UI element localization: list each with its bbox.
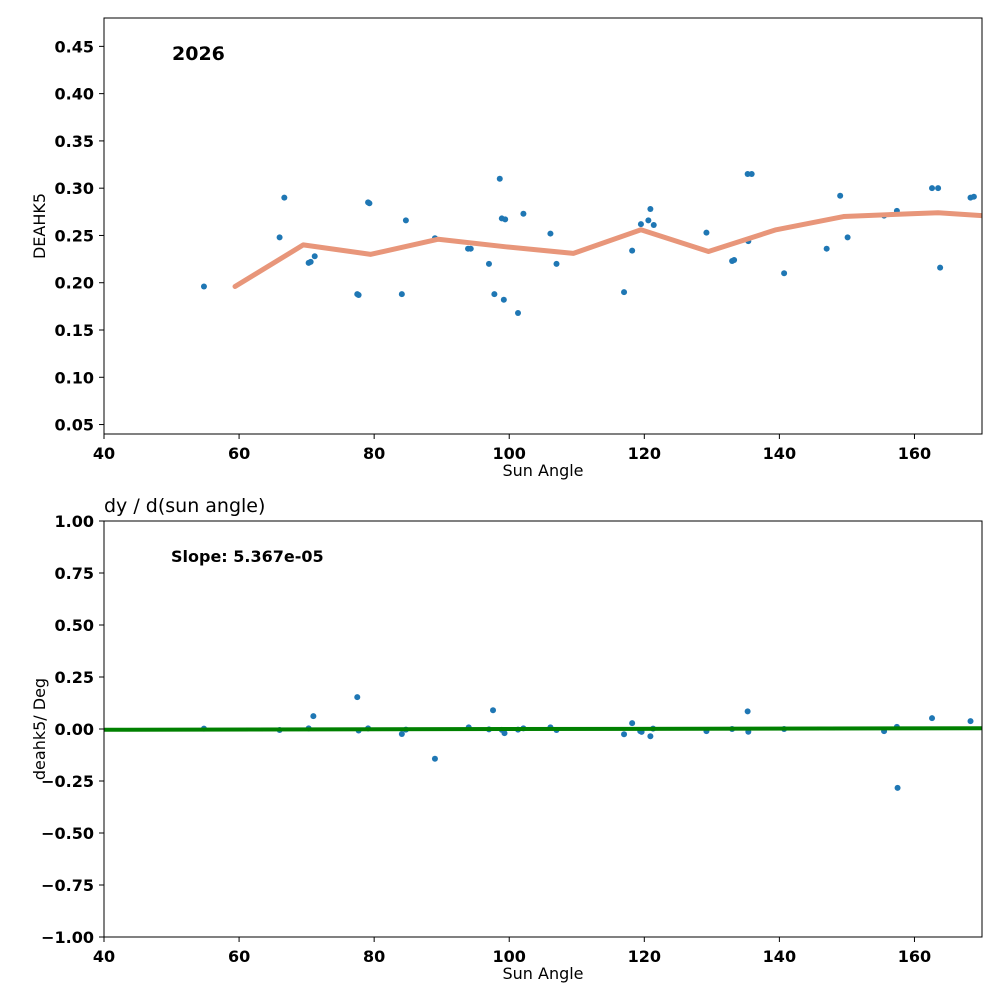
data-point — [310, 713, 317, 720]
data-point — [823, 245, 830, 252]
data-point — [967, 718, 974, 725]
plot-area — [104, 694, 982, 791]
axes-frame — [103, 17, 983, 435]
x-tick-label: 100 — [493, 444, 526, 463]
x-tick-label: 140 — [763, 947, 796, 966]
plot-area — [200, 171, 982, 316]
data-point — [731, 257, 738, 264]
x-tick-label: 160 — [898, 947, 931, 966]
bottom-panel: 40 60 80 100 120 140 160 −1.00 −0.75 −0.50 −0.25 0.… — [30, 495, 983, 983]
data-point — [894, 784, 901, 791]
data-point — [970, 193, 977, 200]
y-tick-label: −0.50 — [41, 824, 94, 843]
trend-line — [232, 210, 982, 290]
data-point — [200, 283, 207, 290]
data-point — [276, 234, 283, 241]
data-point — [398, 291, 405, 298]
data-point — [354, 694, 361, 701]
data-point — [467, 245, 474, 252]
data-point — [515, 309, 522, 316]
y-tick-label: 0.05 — [55, 416, 94, 435]
x-tick-label: 80 — [363, 444, 385, 463]
data-point — [485, 260, 492, 267]
y-tick-label: 0.10 — [55, 368, 94, 387]
data-point — [307, 258, 314, 265]
y-tick-label: 0.25 — [55, 226, 94, 245]
y-tick-label: −0.75 — [41, 876, 94, 895]
data-point — [431, 755, 438, 762]
data-point — [621, 731, 628, 738]
data-point — [781, 270, 788, 277]
data-point — [520, 210, 527, 217]
y-tick-label: 0.20 — [55, 274, 94, 293]
data-point — [355, 292, 362, 299]
y-tick-label: 0.35 — [55, 132, 94, 151]
data-point — [491, 291, 498, 298]
x-tick-label: 100 — [493, 947, 526, 966]
y-tick-label: 0.75 — [55, 564, 94, 583]
y-tick-label: 0.30 — [55, 179, 94, 198]
data-point — [844, 234, 851, 241]
chart-annotation: 2026 — [172, 43, 225, 65]
data-point — [366, 200, 373, 207]
y-tick-label: 0.15 — [55, 321, 94, 340]
y-tick-label: 0.50 — [55, 616, 94, 635]
data-point — [744, 708, 751, 715]
y-tick-label: 0.00 — [55, 720, 94, 739]
data-point — [502, 216, 509, 223]
data-point — [937, 264, 944, 271]
data-point — [496, 175, 503, 182]
data-point — [748, 171, 755, 177]
x-tick-label: 40 — [93, 947, 115, 966]
x-tick-label: 60 — [228, 947, 250, 966]
data-point — [490, 707, 497, 714]
data-point — [647, 733, 654, 740]
data-point — [547, 230, 554, 237]
data-point — [647, 205, 654, 212]
data-point — [629, 247, 636, 254]
data-point — [281, 194, 288, 201]
x-tick-label: 160 — [898, 444, 931, 463]
data-point — [645, 217, 652, 224]
top-panel: 40 60 80 100 120 140 160 0.05 0.10 0.15 0.20 0.25 0.… — [30, 17, 983, 480]
y-tick-label: −0.25 — [41, 772, 94, 791]
data-point — [637, 221, 644, 228]
x-axis-label: Sun Angle — [502, 461, 583, 480]
data-point — [929, 715, 936, 722]
x-tick-label: 120 — [628, 444, 661, 463]
data-point — [703, 229, 710, 236]
data-point — [402, 217, 409, 224]
data-point — [553, 260, 560, 267]
y-tick-label: 0.45 — [55, 37, 94, 56]
y-tick-label: −1.00 — [41, 928, 94, 947]
data-point — [500, 296, 507, 303]
data-point — [837, 192, 844, 199]
x-tick-label: 120 — [628, 947, 661, 966]
data-point — [398, 730, 405, 737]
x-tick-label: 40 — [93, 444, 115, 463]
x-tick-label: 140 — [763, 444, 796, 463]
x-axis-label: Sun Angle — [502, 964, 583, 983]
x-tick-label: 80 — [363, 947, 385, 966]
chart-annotation: Slope: 5.367e-05 — [171, 547, 324, 566]
y-tick-label: 0.25 — [55, 668, 94, 687]
y-axis-label: DEAHK5 — [30, 193, 49, 259]
data-point — [501, 730, 508, 737]
data-point — [311, 253, 318, 260]
chart-title: dy / d(sun angle) — [104, 495, 265, 517]
y-tick-label: 1.00 — [55, 512, 94, 531]
data-point — [629, 720, 636, 727]
y-axis-label: deahk5/ Deg — [30, 678, 49, 780]
data-point — [621, 289, 628, 296]
data-point — [929, 185, 936, 192]
data-point — [935, 185, 942, 192]
fit-line — [104, 726, 982, 732]
y-tick-label: 0.40 — [55, 85, 94, 104]
x-tick-label: 60 — [228, 444, 250, 463]
data-point — [650, 222, 657, 229]
